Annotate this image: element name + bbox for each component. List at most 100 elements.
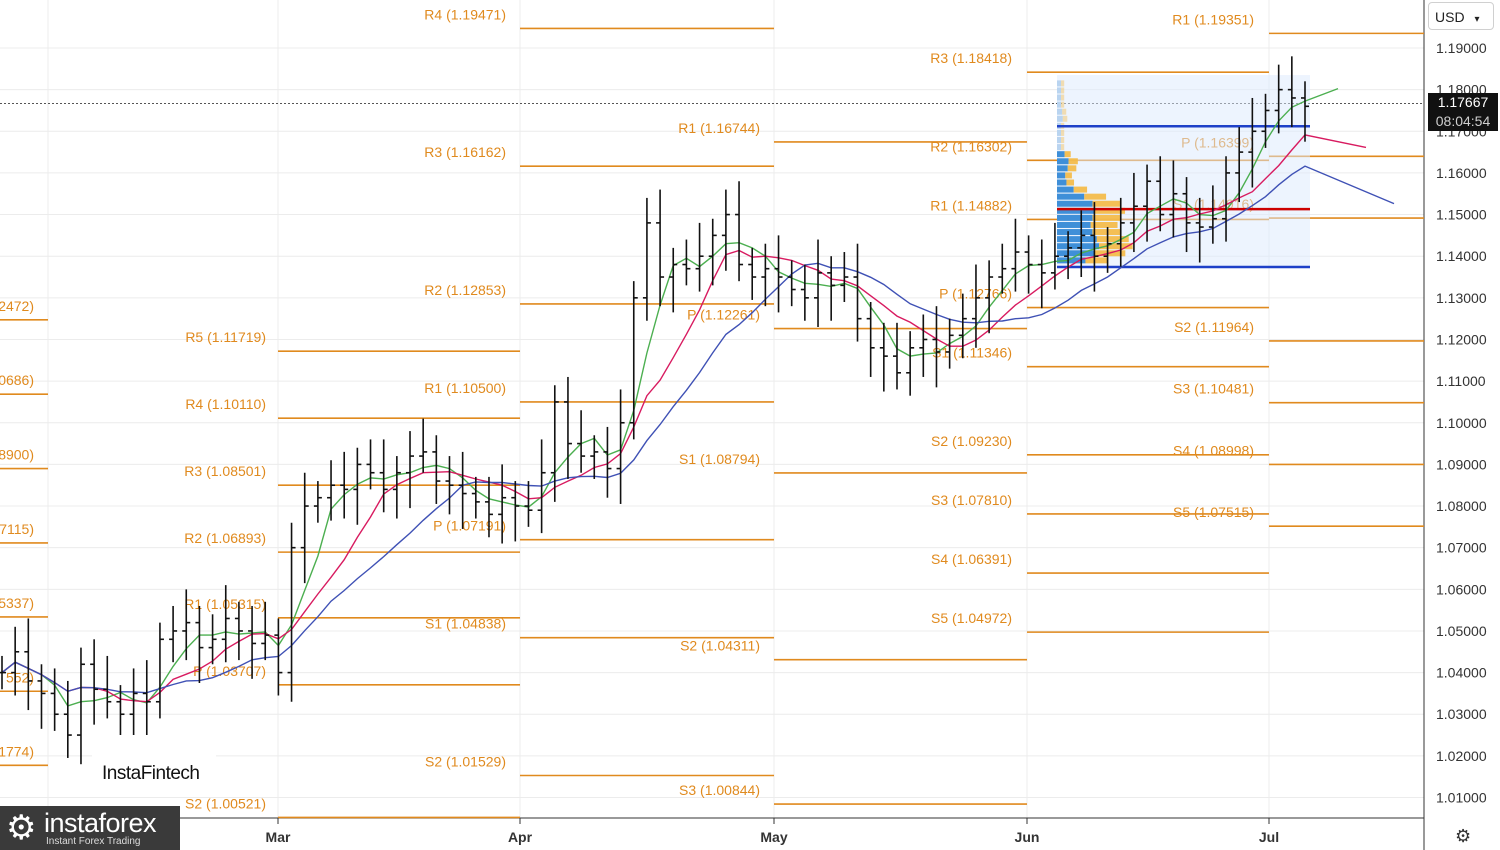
profile-bar-buy	[1057, 165, 1068, 172]
price-tick-label: 1.08000	[1436, 498, 1487, 514]
logo-tagline: Instant Forex Trading	[46, 836, 141, 847]
profile-bar-buy	[1057, 87, 1061, 94]
pivot-label: S5 (1.07515)	[1173, 504, 1254, 520]
price-axis: 1.190001.180001.170001.160001.150001.140…	[1436, 40, 1487, 806]
pivot-label: R1 (1.16744)	[678, 120, 760, 136]
pivot-label: S5 (1.04972)	[931, 610, 1012, 626]
pivot-label: R5 (1.11719)	[185, 329, 266, 345]
price-tick-label: 1.11000	[1436, 373, 1486, 389]
pivot-label: S1 (1.11346)	[932, 345, 1012, 361]
price-tick-label: 1.12000	[1436, 331, 1487, 347]
profile-bar-sell	[1062, 108, 1067, 115]
profile-bar-buy	[1057, 101, 1061, 108]
profile-bar-sell	[1085, 257, 1109, 264]
profile-bar-sell	[1061, 80, 1065, 87]
profile-bar-sell	[1061, 144, 1065, 151]
brand-watermark: InstaFintech	[92, 735, 216, 797]
price-tick-label: 1.14000	[1436, 248, 1487, 264]
pivot-label: S2 (1.11964)	[1174, 319, 1254, 335]
profile-bar-buy	[1057, 179, 1067, 186]
gear-logo-icon: ⚙	[6, 809, 37, 847]
month-label: Mar	[266, 829, 291, 845]
pivot-label: R4 (1.19471)	[424, 6, 506, 22]
profile-bar-buy	[1057, 151, 1065, 158]
pivot-label: R3 (1.08501)	[184, 463, 266, 479]
profile-bar-buy	[1057, 193, 1085, 200]
profile-bar-sell	[1092, 214, 1122, 221]
price-tick-label: 1.06000	[1436, 581, 1487, 597]
profile-bar-buy	[1057, 186, 1074, 193]
profile-bar-sell	[1099, 243, 1133, 250]
profile-bar-buy	[1057, 250, 1095, 257]
profile-bar-sell	[1067, 165, 1077, 172]
price-tick-label: 1.15000	[1436, 207, 1487, 223]
profile-bar-sell	[1092, 200, 1121, 207]
logo-name: instaforex	[44, 808, 157, 838]
profile-bar-sell	[1065, 172, 1072, 179]
price-tick-label: 1.19000	[1436, 40, 1487, 56]
profile-bar-sell	[1061, 129, 1065, 136]
profile-bar-sell	[1061, 137, 1065, 144]
price-tick-label: 1.02000	[1436, 748, 1487, 764]
profile-bar-buy	[1057, 172, 1066, 179]
profile-bar-buy	[1057, 144, 1061, 151]
pivot-label: R2 (1.12853)	[424, 282, 506, 298]
pivot-label: R2 (1.16302)	[930, 138, 1012, 154]
profile-bar-buy	[1057, 236, 1097, 243]
profile-bar-buy	[1057, 221, 1091, 228]
instaforex-logo: ⚙ instaforex Instant Forex Trading	[0, 806, 180, 850]
price-tick-label: 1.16000	[1436, 165, 1487, 181]
pivot-label: 7115)	[0, 521, 34, 537]
profile-bar-sell	[1073, 186, 1088, 193]
profile-bar-buy	[1057, 229, 1093, 236]
profile-bar-buy	[1057, 129, 1061, 136]
profile-bar-buy	[1057, 257, 1086, 264]
profile-bar-sell	[1066, 179, 1075, 186]
pivot-label: S2 (1.00521)	[185, 795, 266, 811]
pivot-label: P (1.07191)	[433, 518, 506, 534]
currency-selector[interactable]: USD ▾	[1428, 2, 1494, 30]
pivot-label: S4 (1.08998)	[1173, 442, 1254, 458]
brand-text: InstaFintech	[102, 763, 200, 784]
profile-bar-sell	[1090, 221, 1118, 228]
month-label: Jun	[1015, 829, 1040, 845]
pivot-label: S1 (1.04838)	[425, 616, 506, 632]
profile-bar-buy	[1057, 94, 1061, 101]
pivot-label: 0686)	[0, 372, 34, 388]
ohlc-bars	[0, 56, 1309, 765]
profile-bar-buy	[1057, 137, 1061, 144]
pivot-label: S2 (1.04311)	[680, 638, 760, 654]
pivot-label: 5337)	[0, 595, 34, 611]
last-price-label: 1.17667 08:04:54	[1428, 93, 1498, 131]
pivot-label: S3 (1.07810)	[931, 492, 1012, 508]
profile-bar-buy	[1057, 115, 1063, 122]
profile-bar-buy	[1057, 200, 1093, 207]
time-axis: Mar Apr May Jun Jul	[266, 818, 1279, 845]
price-tick-label: 1.01000	[1436, 790, 1487, 806]
gear-icon[interactable]: ⚙	[1455, 826, 1472, 846]
profile-bar-buy	[1057, 207, 1095, 214]
profile-bar-buy	[1057, 214, 1093, 221]
price-tick-label: 1.07000	[1436, 540, 1487, 556]
moving-average-line	[1, 134, 1367, 703]
pivot-label: S2 (1.09230)	[931, 433, 1012, 449]
chevron-down-icon: ▾	[1474, 14, 1480, 25]
pivot-label: 2472)	[0, 298, 34, 314]
profile-bar-sell	[1084, 193, 1107, 200]
pivot-label: R1 (1.14882)	[930, 197, 1012, 213]
currency-label: USD	[1435, 9, 1465, 25]
profile-bar-sell	[1094, 207, 1126, 214]
month-label: Jul	[1259, 829, 1279, 845]
profile-bar-sell	[1061, 94, 1065, 101]
pivot-label: R3 (1.16162)	[424, 144, 506, 160]
pivot-label: S3 (1.10481)	[1173, 381, 1254, 397]
price-tick-label: 1.05000	[1436, 623, 1487, 639]
pivot-label: S1 (1.08794)	[679, 451, 760, 467]
pivot-label: R1 (1.19351)	[1172, 11, 1254, 27]
profile-bar-buy	[1057, 108, 1063, 115]
pivot-label: P (1.12261)	[687, 307, 760, 323]
profile-bar-sell	[1092, 229, 1121, 236]
profile-bar-buy	[1057, 243, 1100, 250]
bar-countdown: 08:04:54	[1435, 113, 1491, 129]
